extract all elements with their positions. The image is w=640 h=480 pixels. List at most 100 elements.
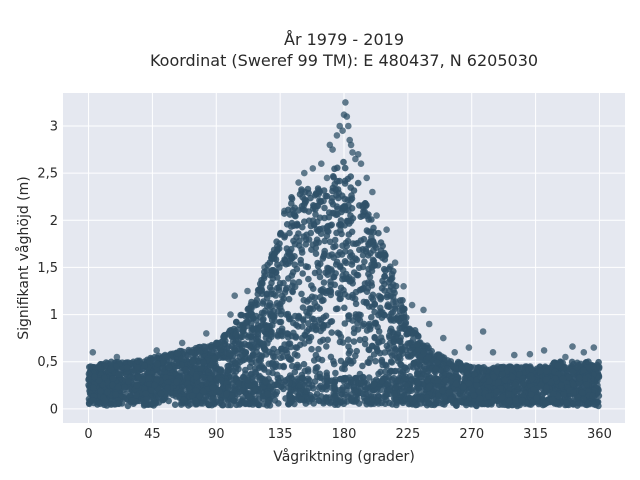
scatter-point bbox=[311, 192, 319, 199]
scatter-point bbox=[381, 349, 389, 356]
scatter-point bbox=[276, 363, 284, 370]
scatter-point bbox=[253, 344, 261, 351]
scatter-point bbox=[182, 366, 189, 374]
scatter-point bbox=[349, 294, 356, 301]
scatter-point bbox=[554, 392, 562, 400]
scatter-point bbox=[325, 209, 333, 216]
scatter-point bbox=[570, 401, 577, 408]
scatter-point bbox=[135, 374, 142, 381]
scatter-point bbox=[252, 386, 259, 393]
scatter-point bbox=[142, 390, 150, 397]
scatter-point bbox=[311, 378, 319, 385]
scatter-point bbox=[424, 376, 431, 384]
scatter-point bbox=[371, 241, 379, 249]
scatter-point bbox=[200, 359, 207, 367]
scatter-point bbox=[260, 298, 267, 305]
scatter-point bbox=[321, 237, 329, 245]
scatter-point bbox=[299, 223, 306, 231]
scatter-point bbox=[282, 286, 290, 293]
scatter-point bbox=[543, 384, 550, 392]
scatter-point bbox=[161, 351, 169, 359]
scatter-point bbox=[444, 384, 451, 391]
scatter-point bbox=[354, 179, 362, 187]
scatter-point bbox=[325, 252, 333, 259]
scatter-point bbox=[381, 272, 389, 280]
scatter-point bbox=[369, 395, 376, 403]
scatter-point bbox=[345, 356, 352, 364]
scatter-point bbox=[288, 195, 296, 203]
scatter-point bbox=[271, 249, 279, 257]
scatter-point bbox=[255, 364, 263, 372]
scatter-point bbox=[508, 365, 515, 373]
scatter-point bbox=[323, 343, 330, 350]
scatter-point bbox=[328, 266, 335, 273]
scatter-point bbox=[321, 247, 329, 255]
scatter-point bbox=[241, 356, 248, 363]
scatter-point bbox=[341, 320, 349, 327]
scatter-point bbox=[341, 391, 349, 399]
scatter-point bbox=[326, 238, 334, 246]
scatter-point bbox=[451, 349, 459, 356]
scatter-point bbox=[439, 387, 447, 395]
scatter-point bbox=[547, 378, 555, 386]
scatter-point bbox=[347, 277, 355, 285]
scatter-point bbox=[159, 365, 167, 372]
scatter-point bbox=[397, 297, 404, 304]
scatter-point bbox=[519, 375, 526, 383]
scatter-point bbox=[341, 195, 349, 203]
scatter-point bbox=[334, 329, 342, 337]
scatter-point bbox=[408, 301, 416, 309]
scatter-point bbox=[347, 141, 355, 149]
scatter-point bbox=[302, 263, 310, 270]
scatter-point bbox=[345, 350, 353, 357]
scatter-point bbox=[113, 353, 121, 361]
scatter-point bbox=[229, 338, 237, 345]
scatter-point bbox=[490, 373, 498, 381]
scatter-point bbox=[457, 398, 464, 406]
scatter-point bbox=[549, 396, 556, 404]
scatter-point bbox=[332, 305, 340, 313]
scatter-point bbox=[89, 397, 97, 404]
scatter-point bbox=[266, 302, 273, 309]
scatter-point bbox=[121, 384, 128, 391]
scatter-point bbox=[180, 348, 188, 356]
scatter-point bbox=[485, 393, 492, 400]
scatter-point bbox=[334, 164, 341, 172]
scatter-point bbox=[352, 352, 359, 360]
scatter-point bbox=[337, 262, 344, 270]
scatter-point bbox=[348, 192, 355, 199]
scatter-point bbox=[145, 375, 153, 382]
scatter-point bbox=[291, 350, 299, 358]
scatter-point bbox=[559, 375, 567, 383]
scatter-point bbox=[245, 393, 253, 401]
scatter-point bbox=[365, 211, 372, 218]
scatter-point bbox=[365, 374, 373, 381]
scatter-point bbox=[465, 344, 473, 351]
x-tick-label: 225 bbox=[395, 427, 420, 442]
scatter-point bbox=[345, 122, 352, 130]
scatter-point bbox=[590, 400, 598, 408]
scatter-point bbox=[493, 388, 501, 395]
scatter-point bbox=[249, 401, 257, 408]
scatter-point bbox=[387, 275, 395, 283]
scatter-point bbox=[576, 400, 584, 407]
scatter-point bbox=[236, 353, 243, 361]
scatter-point bbox=[273, 371, 281, 379]
scatter-point bbox=[317, 198, 325, 206]
scatter-point bbox=[300, 360, 308, 368]
scatter-point bbox=[345, 343, 352, 350]
scatter-point bbox=[479, 367, 487, 374]
scatter-point bbox=[339, 127, 346, 134]
scatter-point bbox=[112, 391, 120, 398]
scatter-point bbox=[330, 360, 338, 368]
scatter-point bbox=[304, 366, 312, 373]
x-tick-label: 90 bbox=[208, 427, 225, 442]
scatter-point bbox=[387, 325, 395, 333]
scatter-point bbox=[520, 380, 527, 388]
scatter-point bbox=[295, 179, 302, 186]
scatter-point bbox=[298, 188, 305, 195]
scatter-point bbox=[381, 368, 389, 376]
scatter-point bbox=[316, 214, 324, 221]
scatter-point bbox=[248, 298, 255, 306]
